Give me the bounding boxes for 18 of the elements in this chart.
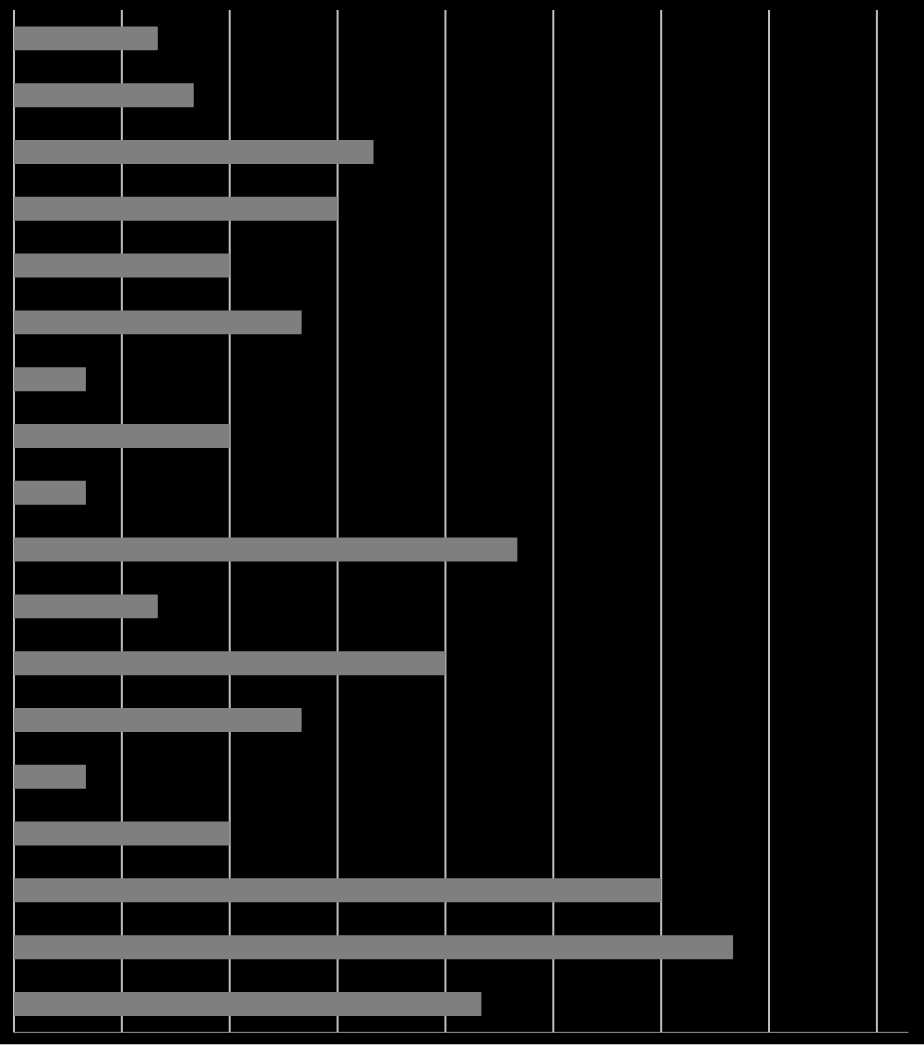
bar [13,423,230,448]
bar [13,935,733,960]
bar [13,991,482,1016]
bar [13,707,302,732]
bar [13,878,661,903]
bar [13,253,230,278]
bar [13,140,374,164]
bar [13,480,86,505]
bar [13,651,446,676]
bar [13,367,86,392]
bar [13,537,518,562]
bar [13,196,338,221]
bar [13,310,302,335]
bar [13,26,158,51]
bar [13,594,158,619]
bar [13,83,194,108]
bar [13,764,86,789]
bar [13,821,230,846]
